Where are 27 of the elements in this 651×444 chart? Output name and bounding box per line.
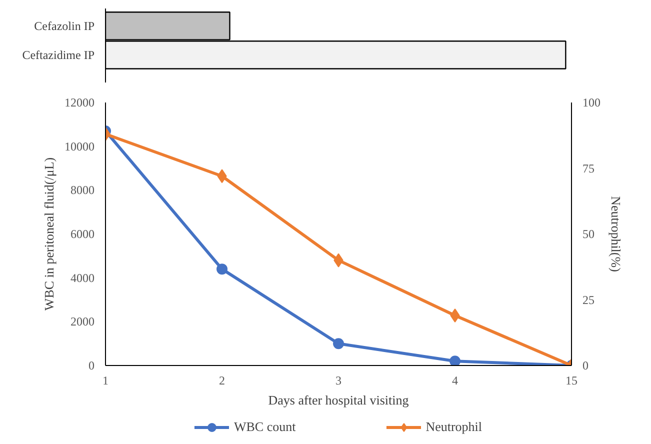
point: [450, 356, 460, 366]
y-tick-label: 8000: [70, 183, 94, 198]
y-tick-label: 4000: [70, 270, 94, 285]
x-tick-label: 3: [336, 374, 342, 388]
point: [216, 264, 228, 275]
y2-axis-title: Neutrophil(%): [608, 196, 624, 272]
x-axis-title: Days after hospital visiting: [268, 392, 410, 408]
legend-label: WBC count: [234, 419, 296, 435]
x-tick-label: 15: [566, 374, 578, 388]
y-axis-title: WBC in peritoneal fluid(/μL): [42, 157, 56, 311]
y-tick-label: 6000: [70, 227, 94, 241]
y2-tick-label: 100: [582, 96, 600, 110]
y-tick-label: 12000: [64, 96, 94, 110]
y2-tick-label: 50: [582, 227, 594, 241]
x-tick-label: 2: [219, 374, 225, 388]
point: [333, 338, 344, 350]
y-tick-label: 0: [88, 358, 94, 372]
y-tick-label: Ceftazidime IP: [22, 48, 95, 62]
y2-tick-label: 25: [582, 292, 594, 307]
y-tick-label: Cefazolin IP: [34, 18, 95, 33]
x-tick-label: 4: [452, 374, 458, 388]
y2-tick-label: 75: [582, 161, 594, 176]
x-tick-label: 1: [102, 374, 108, 388]
legend-label: Neutrophil: [426, 419, 482, 435]
y-tick-label: 2000: [70, 314, 94, 329]
y-tick-label: 10000: [64, 139, 94, 154]
y2-tick-label: 0: [582, 358, 588, 372]
